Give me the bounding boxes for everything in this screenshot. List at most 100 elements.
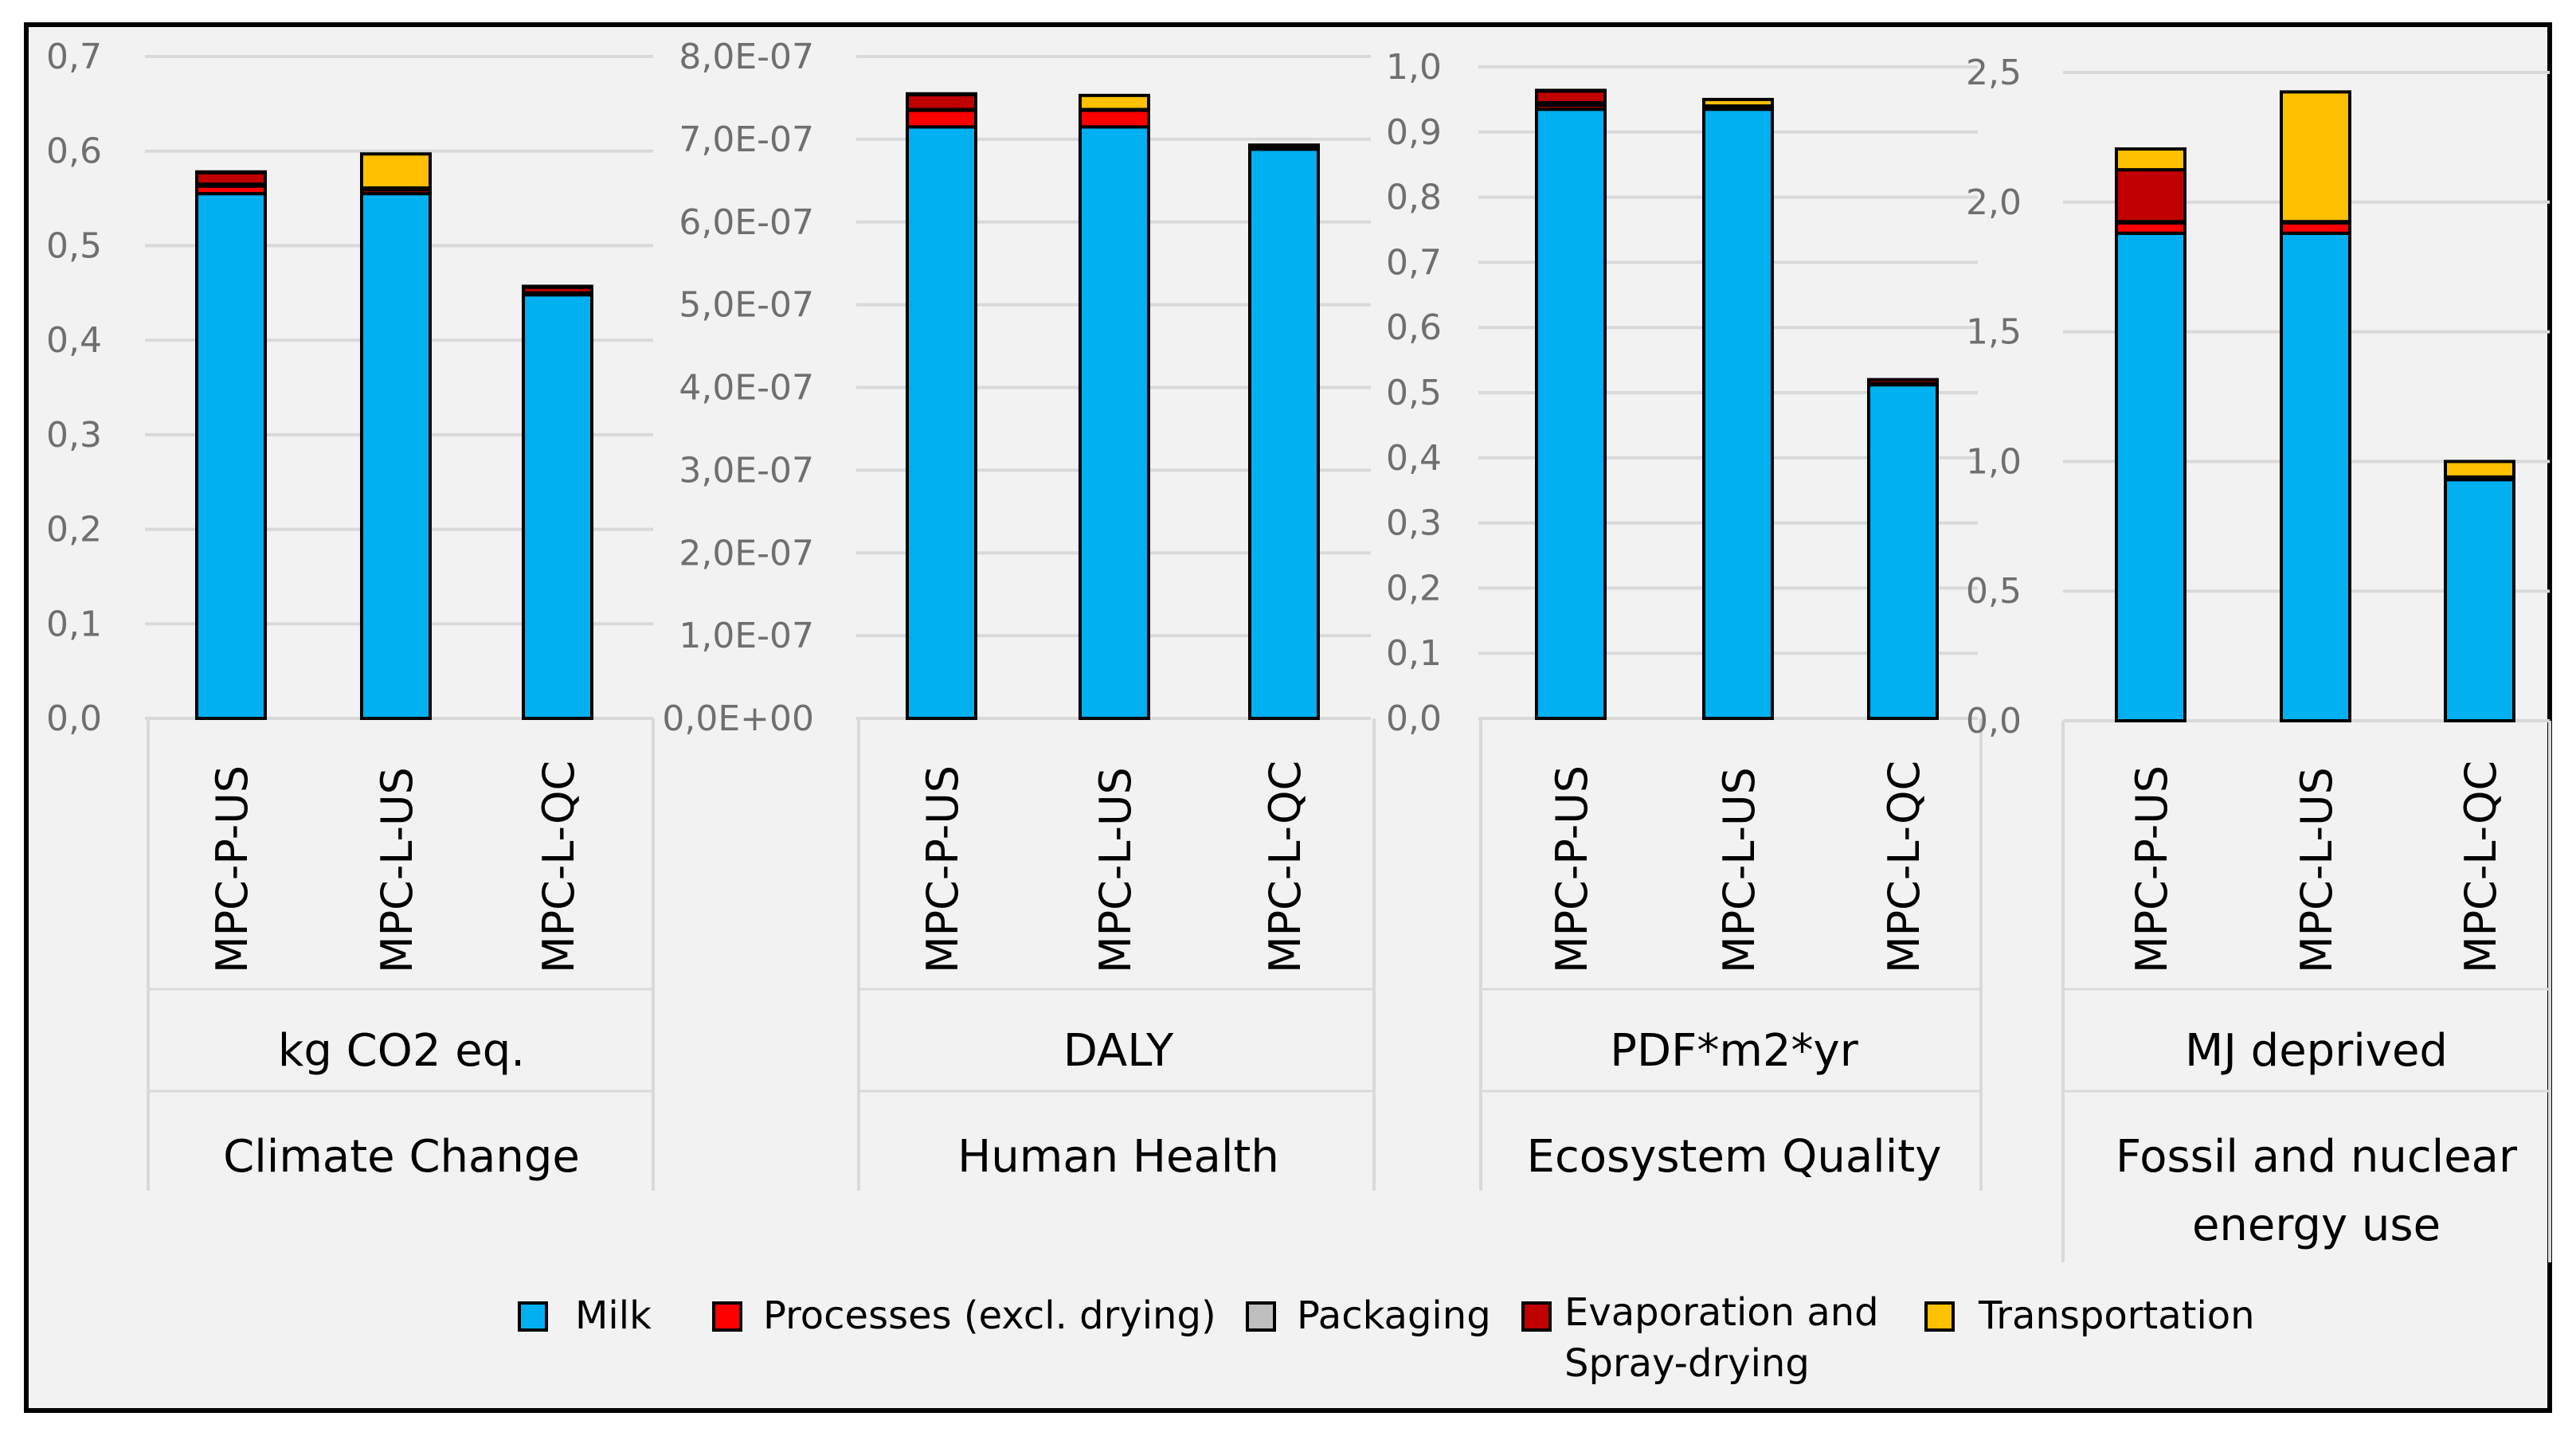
legend-swatch-processes bbox=[712, 1301, 742, 1332]
y-tick-label: 0,8 bbox=[1386, 178, 1442, 218]
y-tick-label: 0,1 bbox=[1386, 633, 1442, 674]
y-tick-label: 2,0E-07 bbox=[679, 533, 814, 573]
unit-label: MJ deprived bbox=[2185, 1025, 2448, 1077]
y-tick-label: 4,0E-07 bbox=[679, 368, 814, 409]
bar-segment-transportation bbox=[1535, 88, 1607, 93]
y-tick-label: 0,9 bbox=[1386, 112, 1442, 153]
bar-segment-transportation bbox=[522, 284, 593, 289]
bar-segment-transportation bbox=[1079, 93, 1150, 112]
legend-label: Processes (excl. drying) bbox=[763, 1293, 1216, 1338]
bar-segment-transportation bbox=[2280, 90, 2351, 224]
bar-segment-milk bbox=[2444, 478, 2515, 723]
bar-segment-milk bbox=[1867, 383, 1939, 720]
legend-swatch-milk bbox=[518, 1301, 548, 1332]
chart-panel-1: 0,0 0,1 0,2 0,3 0,4 0,5 0,6 0,7 MPC-P-US MPC-L-US… bbox=[46, 37, 655, 1191]
x-category-label: MPC-L-US bbox=[372, 767, 422, 973]
legend-label: Spray-drying bbox=[1564, 1341, 1810, 1386]
legend-swatch-evaporation bbox=[1521, 1301, 1552, 1332]
x-category-label: MPC-L-QC bbox=[1879, 761, 1929, 973]
y-tick-label: 5,0E-07 bbox=[679, 285, 814, 326]
bar-segment-transportation bbox=[360, 152, 432, 190]
x-category-label: MPC-P-US bbox=[207, 765, 257, 973]
y-tick-label: 7,0E-07 bbox=[679, 119, 814, 160]
y-tick-label: 0,3 bbox=[1386, 503, 1442, 544]
x-category-label: MPC-P-US bbox=[2127, 765, 2177, 973]
y-tick-label: 0,5 bbox=[46, 225, 102, 266]
bar-segment-milk bbox=[1535, 108, 1607, 721]
bar-segment-evaporation bbox=[195, 171, 267, 186]
unit-label: DALY bbox=[1063, 1025, 1174, 1077]
x-category-label: MPC-P-US bbox=[918, 765, 968, 973]
y-tick-label: 1,0 bbox=[1386, 47, 1442, 88]
y-tick-label: 0,0 bbox=[1386, 698, 1442, 739]
legend-swatch-packaging bbox=[1246, 1301, 1276, 1332]
unit-label: kg CO2 eq. bbox=[278, 1025, 525, 1077]
panel-title: Climate Change bbox=[223, 1131, 580, 1183]
x-category-label: MPC-L-QC bbox=[2456, 761, 2506, 973]
bar-segment-transportation bbox=[906, 92, 977, 96]
legend-item-packaging: Packaging bbox=[1246, 1293, 1491, 1338]
y-tick-label: 0,6 bbox=[1386, 307, 1442, 348]
x-category-label: MPC-L-QC bbox=[534, 761, 584, 973]
bar-segment-milk bbox=[195, 192, 267, 720]
bar-segment-milk bbox=[2280, 231, 2351, 722]
y-tick-label: 0,5 bbox=[1386, 373, 1442, 413]
y-tick-label: 0,2 bbox=[46, 510, 102, 550]
y-tick-label: 0,2 bbox=[1386, 568, 1442, 608]
bar-segment-transportation bbox=[1702, 97, 1774, 108]
y-tick-label: 0,4 bbox=[46, 320, 102, 361]
panel-title: energy use bbox=[2192, 1199, 2441, 1251]
y-tick-label: 2,0 bbox=[1966, 182, 2022, 223]
bar-segment-milk bbox=[1702, 108, 1774, 721]
bar-segment-milk bbox=[1248, 147, 1320, 720]
bar-segment-transportation bbox=[2444, 460, 2515, 479]
bar-segment-milk bbox=[906, 125, 977, 720]
y-tick-label: 1,0E-07 bbox=[679, 616, 814, 656]
legend: Milk Processes (excl. drying) Packaging Eva… bbox=[518, 1290, 2255, 1386]
bar-segment-processes bbox=[1079, 108, 1150, 129]
bar-segment-milk bbox=[522, 293, 593, 721]
panel-title: Human Health bbox=[957, 1131, 1279, 1183]
x-category-label: MPC-P-US bbox=[1547, 765, 1597, 973]
y-tick-label: 0,7 bbox=[46, 37, 102, 77]
y-tick-label: 0,3 bbox=[46, 415, 102, 456]
panel-title: Ecosystem Quality bbox=[1527, 1131, 1942, 1183]
bar-segment-evaporation bbox=[2115, 168, 2186, 224]
legend-label: Milk bbox=[575, 1293, 652, 1338]
y-tick-label: 3,0E-07 bbox=[679, 450, 814, 491]
bar-segment-transportation bbox=[195, 170, 267, 175]
bar-segment-evaporation bbox=[906, 92, 977, 112]
legend-label: Transportation bbox=[1978, 1293, 2255, 1338]
chart-panels: 0,0 0,1 0,2 0,3 0,4 0,5 0,6 0,7 MPC-P-US MPC-L-US… bbox=[46, 37, 2551, 1262]
chart-panel-3: 0,0 0,1 0,2 0,3 0,4 0,5 0,6 0,7 0,8 0,9 1,0 MPC-P-U… bbox=[1386, 47, 1983, 1191]
legend-swatch-transportation bbox=[1924, 1301, 1955, 1332]
x-category-label: MPC-L-US bbox=[1714, 767, 1764, 973]
chart-panel-2: 0,0E+00 1,0E-07 2,0E-07 3,0E-07 4,0E-07 5,0E-… bbox=[662, 37, 1376, 1191]
legend-item-transportation: Transportation bbox=[1924, 1293, 2255, 1338]
y-tick-label: 0,0 bbox=[46, 698, 102, 739]
x-category-label: MPC-L-QC bbox=[1260, 761, 1310, 973]
y-tick-label: 0,6 bbox=[46, 131, 102, 172]
legend-label: Packaging bbox=[1297, 1293, 1491, 1338]
bar-segment-processes bbox=[906, 108, 977, 129]
y-tick-label: 1,5 bbox=[1966, 312, 2022, 353]
x-category-label: MPC-L-US bbox=[1090, 767, 1141, 973]
y-tick-label: 8,0E-07 bbox=[679, 37, 814, 77]
legend-item-milk: Milk bbox=[518, 1293, 652, 1338]
unit-label: PDF*m2*yr bbox=[1610, 1025, 1858, 1077]
bar-segment-transportation bbox=[2115, 147, 2186, 172]
y-tick-label: 0,0E+00 bbox=[662, 698, 814, 739]
x-category-label: MPC-L-US bbox=[2292, 767, 2342, 973]
y-tick-label: 0,0 bbox=[1966, 701, 2022, 741]
y-tick-label: 0,7 bbox=[1386, 242, 1442, 283]
chart-panel-4: 0,0 0,5 1,0 1,5 2,0 2,5 MPC-P-US MPC-L-US MPC-L-… bbox=[1966, 53, 2551, 1262]
bar-segment-milk bbox=[1079, 125, 1150, 720]
y-tick-label: 2,5 bbox=[1966, 53, 2022, 93]
bar-segment-evaporation bbox=[1867, 378, 1939, 385]
bar-segment-milk bbox=[2115, 231, 2186, 722]
bar-segment-evaporation bbox=[1535, 89, 1607, 104]
y-tick-label: 0,1 bbox=[46, 604, 102, 644]
y-tick-label: 0,4 bbox=[1386, 438, 1442, 479]
y-tick-label: 1,0 bbox=[1966, 441, 2022, 482]
